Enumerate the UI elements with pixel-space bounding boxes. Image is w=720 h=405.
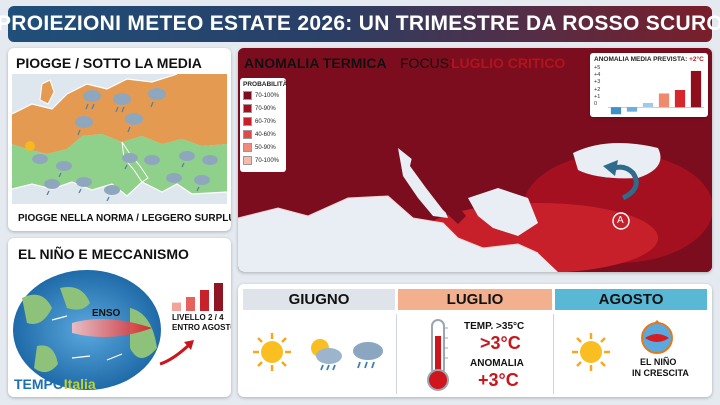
legend-label: 40-60% <box>255 131 276 138</box>
anomaly-panel-title: ANOMALIA TERMICA <box>244 55 387 71</box>
legend-label: 70-100% <box>255 92 280 99</box>
y-tick: +5 <box>594 65 601 71</box>
level-bar <box>214 283 223 311</box>
legend-label: 70-90% <box>255 105 276 112</box>
legend-label: 50-90% <box>255 144 276 151</box>
legend-item: 40-60% <box>243 130 283 139</box>
y-tick: +1 <box>594 93 601 100</box>
growth-arrow-icon <box>159 340 194 366</box>
sun-cloud-rain-icon <box>311 339 342 371</box>
inset-title-prefix: ANOMALIA MEDIA PREVISTA: <box>594 56 688 63</box>
inset-bar <box>674 90 686 108</box>
y-tick: 0 <box>594 101 598 108</box>
july-temp-label-text: TEMP. >35°C <box>464 321 525 332</box>
thermometer-icon <box>427 319 449 391</box>
rain-panel-title: PIOGGE / SOTTO LA MEDIA <box>16 55 202 71</box>
y-tick: +2 <box>594 86 601 93</box>
legend-item: 60-70% <box>243 117 283 126</box>
enso-label: ENSO <box>92 308 121 319</box>
legend-item: 50-90% <box>243 143 283 152</box>
divider <box>553 314 554 394</box>
header-june: GIUGNO <box>243 289 395 310</box>
divider <box>396 314 397 394</box>
inset-bar <box>642 103 654 108</box>
legend-label: 60-70% <box>255 118 276 125</box>
rain-cloud-icon <box>83 90 101 110</box>
legend-swatch <box>243 156 252 165</box>
globe-diagram <box>13 270 161 390</box>
logo-part-2: Italia <box>63 376 96 392</box>
focus-prefix: FOCUS: <box>400 55 453 71</box>
legend-swatch <box>243 91 252 100</box>
brand-logo: TEMPOItalia <box>14 376 96 392</box>
legend-label: 70-100% <box>255 157 280 164</box>
legend-swatch <box>243 130 252 139</box>
july-anomaly-value: +3°C <box>478 370 519 390</box>
anomaly-map <box>238 48 712 272</box>
july-temp-value: >3°C <box>480 333 521 353</box>
legend-item: 70-100% <box>243 91 283 100</box>
level-bars <box>172 283 223 311</box>
rain-map <box>12 74 227 204</box>
header-august: AGOSTO <box>555 289 707 310</box>
legend-swatch <box>243 117 252 126</box>
inset-bar <box>658 93 670 108</box>
inset-y-ticks: +5 +4 +3 +2 +1 0 <box>594 65 600 108</box>
august-nino-line1: EL NIÑO <box>640 357 677 367</box>
level-bar <box>186 297 195 311</box>
inset-title: ANOMALIA MEDIA PREVISTA: +2°C <box>594 56 704 63</box>
inset-bars <box>608 70 704 115</box>
level-sub-label: ENTRO AGOSTO <box>172 323 231 332</box>
inset-bar <box>690 70 702 108</box>
legend-swatch <box>243 143 252 152</box>
rain-cloud-icon <box>353 342 383 369</box>
anomaly-inset-chart: ANOMALIA MEDIA PREVISTA: +2°C +5 +4 +3 +… <box>590 53 708 117</box>
focus-value: LUGLIO CRITICO <box>451 55 566 71</box>
header-banner: PROIEZIONI METEO ESTATE 2026: UN TRIMEST… <box>0 6 720 42</box>
probability-legend: PROBABILITÀ 70-100% 70-90% 60-70% 40-60%… <box>240 78 288 172</box>
rain-panel-footer: PIOGGE NELLA NORMA / LEGGERO SURPLUS <box>18 213 231 224</box>
legend-item: 70-100% <box>243 156 283 165</box>
inset-title-value: +2°C <box>689 56 704 63</box>
nino-panel-title: EL NIÑO E MECCANISMO <box>18 246 189 262</box>
legend-item: 70-90% <box>243 104 283 113</box>
level-bar <box>200 290 209 311</box>
july-anomaly-label: ANOMALIA <box>470 358 524 369</box>
rain-panel: PIOGGE / SOTTO LA MEDIA <box>8 48 231 231</box>
el-nino-globe-icon <box>641 320 673 354</box>
anomaly-panel: A <box>238 48 712 272</box>
august-nino-line2: IN CRESCITA <box>632 368 689 378</box>
sun-icon <box>572 333 610 371</box>
legend-swatch <box>243 104 252 113</box>
logo-part-1: TEMPO <box>14 376 64 392</box>
nino-panel: EL NIÑO E MECCANISMO ENSO LIVELLO 2 / 4 … <box>8 238 231 397</box>
page-title: PROIEZIONI METEO ESTATE 2026: UN TRIMEST… <box>0 12 720 35</box>
sun-icon <box>25 141 35 151</box>
legend-title: PROBABILITÀ <box>243 81 288 88</box>
y-tick: +4 <box>594 72 601 79</box>
july-temp-label: TEMP. >35°C <box>464 321 524 332</box>
inset-bar <box>610 107 622 115</box>
y-tick: +3 <box>594 79 601 86</box>
anticyclone-label: A <box>617 215 624 226</box>
inset-bar <box>626 107 638 112</box>
header-july: LUGLIO <box>398 289 552 310</box>
sun-icon <box>253 333 291 371</box>
level-label: LIVELLO 2 / 4 <box>172 313 224 322</box>
level-bar <box>172 302 181 311</box>
